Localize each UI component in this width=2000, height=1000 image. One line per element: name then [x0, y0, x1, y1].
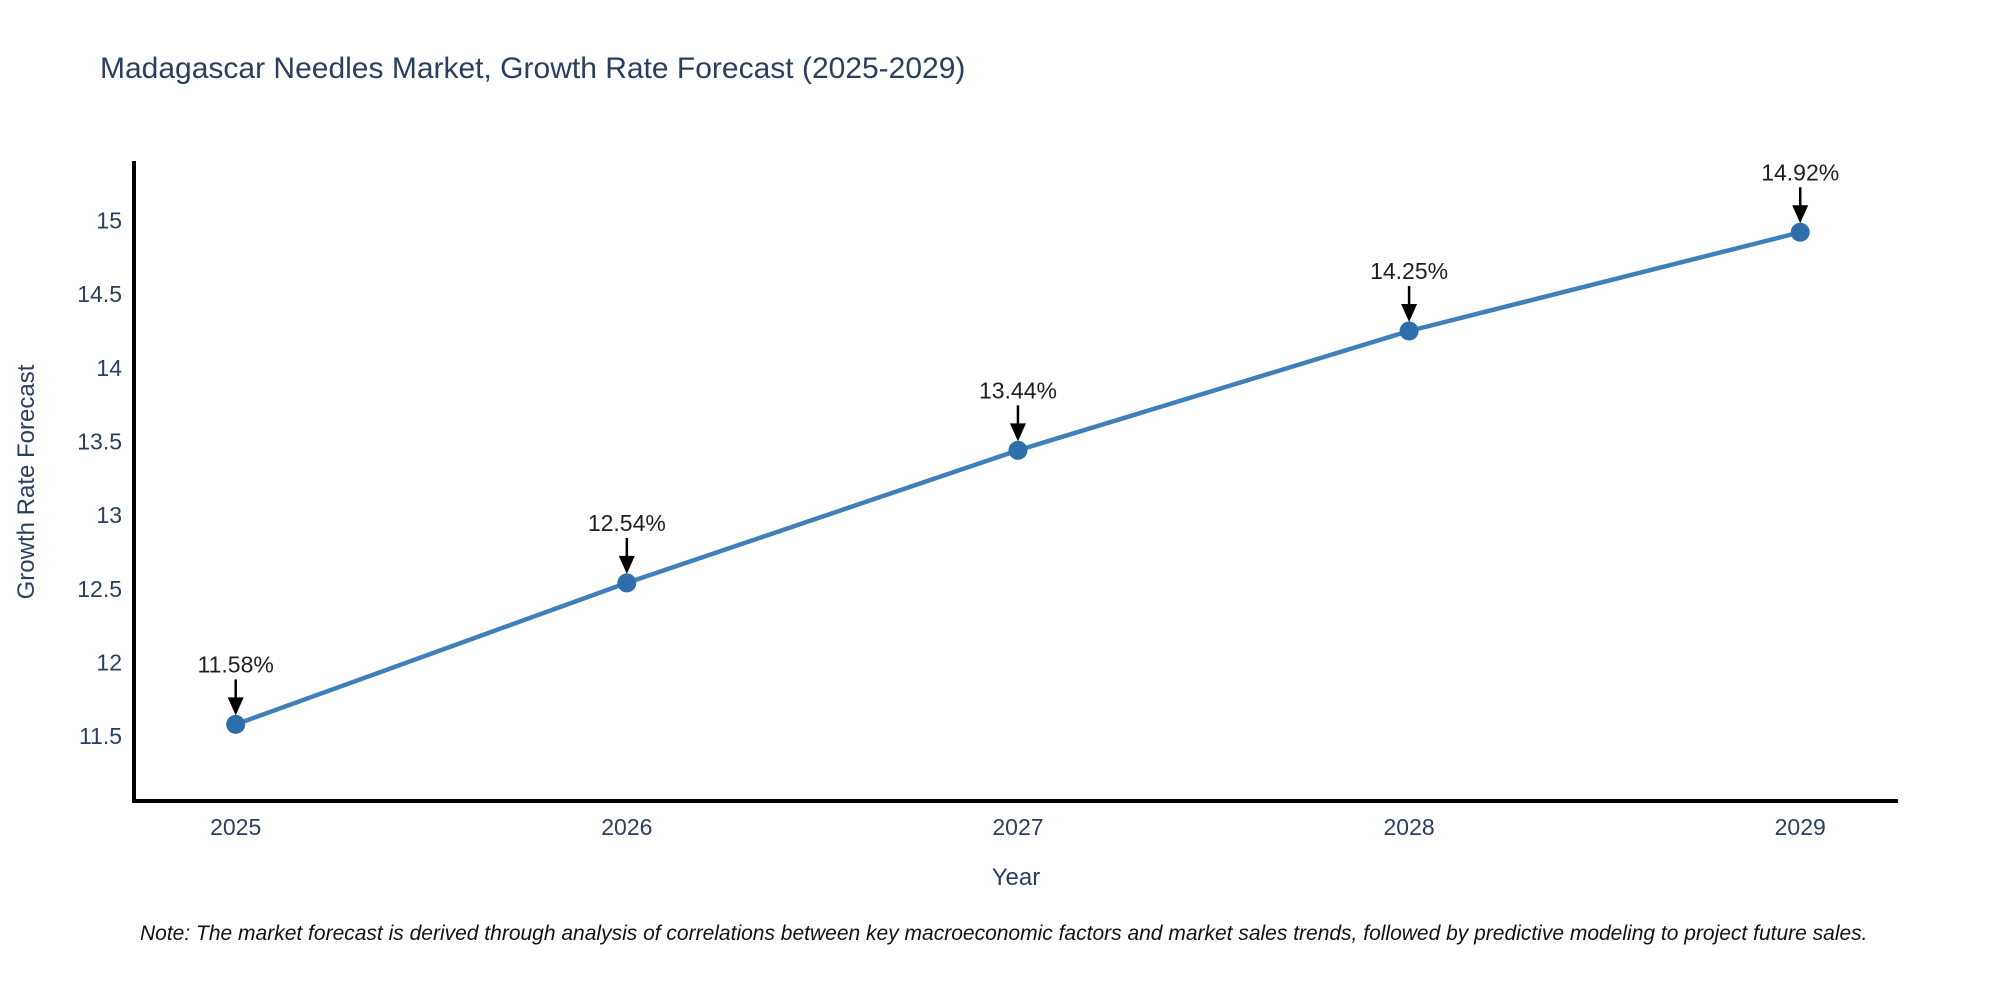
- x-tick-label: 2029: [1775, 814, 1826, 840]
- x-tick-label: 2026: [601, 814, 652, 840]
- x-tick-label: 2028: [1384, 814, 1435, 840]
- data-point-marker: [1399, 321, 1419, 341]
- annotation-value-label: 12.54%: [588, 510, 666, 536]
- axes: [132, 161, 1898, 803]
- y-tick-label: 14.5: [77, 281, 122, 307]
- annotation-arrow-head: [227, 697, 244, 716]
- data-point-marker: [1790, 222, 1810, 242]
- y-tick-label: 12.5: [77, 576, 122, 602]
- footnote: Note: The market forecast is derived thr…: [140, 922, 1868, 945]
- series-line: [233, 230, 1803, 727]
- annotation-value-label: 14.92%: [1761, 159, 1839, 185]
- x-tick-labels: 2025 2026 2027 2028 2029: [210, 814, 1826, 840]
- data-point-marker: [226, 714, 246, 734]
- annotation-value-label: 13.44%: [979, 377, 1057, 403]
- annotation-arrow-head: [1401, 303, 1418, 322]
- x-tick-label: 2025: [210, 814, 261, 840]
- y-tick-label: 13: [96, 502, 122, 528]
- y-tick-label: 11.5: [79, 723, 122, 749]
- point-annotations: 11.58% 12.54% 13.44% 14.25% 14.92%: [198, 159, 1839, 716]
- annotation-arrow-head: [618, 555, 635, 574]
- x-axis-title: Year: [992, 864, 1041, 891]
- y-tick-label: 14: [96, 355, 122, 381]
- annotation-arrow-head: [1792, 205, 1809, 224]
- annotation-value-label: 14.25%: [1370, 258, 1448, 284]
- x-tick-label: 2027: [992, 814, 1043, 840]
- data-point-marker: [1008, 440, 1028, 460]
- y-tick-label: 13.5: [77, 428, 122, 454]
- chart-title: Madagascar Needles Market, Growth Rate F…: [100, 52, 965, 85]
- y-axis-title: Growth Rate Forecast: [13, 364, 40, 599]
- line-series: [226, 222, 1810, 734]
- y-tick-label: 15: [96, 207, 122, 233]
- data-point-marker: [617, 573, 637, 593]
- y-tick-labels: 11.5 12 12.5 13 13.5 14 14.5 15: [77, 207, 122, 749]
- y-tick-label: 12: [96, 649, 122, 675]
- annotation-value-label: 11.58%: [198, 651, 274, 677]
- annotation-arrow-head: [1009, 423, 1026, 442]
